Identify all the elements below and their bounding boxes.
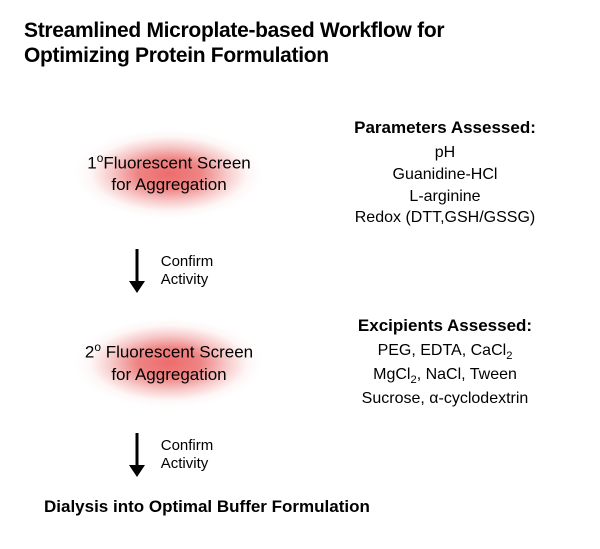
excipient-line: Sucrose, α-cyclodextrin [314, 388, 576, 410]
param-item: pH [314, 142, 576, 164]
title-line1: Streamlined Microplate-based Workflow fo… [24, 19, 444, 42]
arrow-label-l1: Confirm [161, 253, 214, 270]
excipients-heading: Excipients Assessed: [314, 316, 576, 336]
param-item: Guanidine-HCl [314, 164, 576, 186]
primary-screen-col: 1oFluorescent Screen for Aggregation [24, 124, 314, 224]
screen1-post: Fluorescent Screen [103, 153, 250, 172]
exc-l2b: , NaCl, Tween [417, 366, 517, 383]
param-item: L-arginine [314, 186, 576, 208]
secondary-screen-text: 2o Fluorescent Screen for Aggregation [85, 340, 253, 386]
excipients-list: PEG, EDTA, CaCl2 MgCl2, NaCl, Tween Sucr… [314, 340, 576, 410]
secondary-screen-col: 2o Fluorescent Screen for Aggregation [24, 313, 314, 413]
param-item: Redox (DTT,GSH/GSSG) [314, 207, 576, 229]
parameters-list: pH Guanidine-HCl L-arginine Redox (DTT,G… [314, 142, 576, 228]
parameters-block: Parameters Assessed: pH Guanidine-HCl L-… [314, 118, 576, 228]
secondary-screen-blob: 2o Fluorescent Screen for Aggregation [64, 313, 274, 413]
arrow-label-l1: Confirm [161, 437, 214, 454]
down-arrow-icon [125, 247, 149, 295]
excipients-block: Excipients Assessed: PEG, EDTA, CaCl2 Mg… [314, 316, 576, 410]
screen1-line2: for Aggregation [111, 175, 226, 194]
exc-l2a: MgCl [373, 366, 410, 383]
down-arrow-icon [125, 431, 149, 479]
row-primary-screen: 1oFluorescent Screen for Aggregation Par… [24, 118, 576, 228]
screen1-pre: 1 [87, 153, 96, 172]
row-secondary-screen: 2o Fluorescent Screen for Aggregation Ex… [24, 313, 576, 413]
screen2-line2: for Aggregation [111, 365, 226, 384]
primary-screen-blob: 1oFluorescent Screen for Aggregation [64, 124, 274, 224]
final-step: Dialysis into Optimal Buffer Formulation [24, 497, 576, 517]
arrow-label-l2: Activity [161, 455, 209, 472]
excipient-line: PEG, EDTA, CaCl2 [314, 340, 576, 364]
excipient-line: MgCl2, NaCl, Tween [314, 364, 576, 388]
title-line2: Optimizing Protein Formulation [24, 44, 329, 67]
arrow-2-row: Confirm Activity [24, 431, 314, 479]
arrow-1-row: Confirm Activity [24, 247, 314, 295]
screen2-post: Fluorescent Screen [101, 342, 253, 361]
exc-l1-sub: 2 [506, 350, 512, 362]
screen2-deg: o [94, 340, 101, 354]
primary-screen-text: 1oFluorescent Screen for Aggregation [87, 151, 251, 197]
page-title: Streamlined Microplate-based Workflow fo… [24, 18, 576, 68]
screen2-pre: 2 [85, 342, 94, 361]
exc-l1a: PEG, EDTA, CaCl [378, 342, 507, 359]
arrow-2-label: Confirm Activity [161, 437, 214, 473]
arrow-label-l2: Activity [161, 271, 209, 288]
parameters-heading: Parameters Assessed: [314, 118, 576, 138]
arrow-1-label: Confirm Activity [161, 253, 214, 289]
